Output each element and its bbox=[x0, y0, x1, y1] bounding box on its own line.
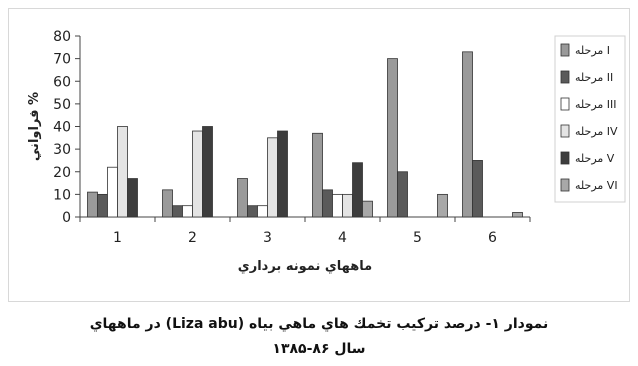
bar bbox=[462, 51, 473, 218]
legend: مرحله I مرحله II مرحله III مرحله IV مرحله V م… bbox=[554, 35, 626, 203]
y-tick-label: 10 bbox=[53, 187, 71, 203]
bar bbox=[277, 130, 288, 218]
bar bbox=[512, 212, 523, 218]
bar bbox=[267, 137, 278, 218]
bar bbox=[107, 166, 118, 218]
x-tick-label: 2 bbox=[188, 230, 197, 246]
x-tick-label: 5 bbox=[413, 230, 422, 246]
bar bbox=[437, 193, 448, 218]
caption-line-2: سال ۸۶-۱۳۸۵ bbox=[272, 341, 366, 357]
legend-label: مرحله V bbox=[575, 152, 615, 165]
bar bbox=[352, 162, 363, 218]
legend-label: مرحله III bbox=[575, 98, 617, 111]
bar bbox=[247, 205, 258, 218]
bar bbox=[312, 132, 323, 218]
legend-label: مرحله VI bbox=[575, 179, 618, 192]
legend-label: مرحله IV bbox=[575, 125, 618, 138]
y-tick-label: 40 bbox=[53, 120, 71, 136]
y-tick-label: 80 bbox=[53, 29, 71, 45]
bar bbox=[87, 191, 98, 218]
bar bbox=[172, 205, 183, 218]
x-tick-label: 1 bbox=[113, 230, 122, 246]
legend-swatch bbox=[560, 124, 570, 138]
legend-swatch bbox=[560, 151, 570, 165]
x-tick-label: 6 bbox=[488, 230, 497, 246]
bar bbox=[162, 189, 173, 218]
bar bbox=[342, 193, 353, 218]
y-tick-label: 0 bbox=[62, 210, 71, 226]
legend-box bbox=[554, 35, 626, 203]
y-tick-label: 70 bbox=[53, 52, 71, 68]
legend-swatch bbox=[560, 178, 570, 192]
y-tick-label: 50 bbox=[53, 97, 71, 113]
bar bbox=[202, 126, 213, 218]
x-tick-label: 3 bbox=[263, 230, 272, 246]
bar bbox=[257, 205, 268, 218]
x-axis-label: ماههاي نمونه برداري bbox=[238, 259, 372, 274]
y-tick-label: 30 bbox=[53, 142, 71, 158]
y-axis-label: فراواني % bbox=[27, 92, 42, 161]
legend-label: مرحله II bbox=[575, 71, 613, 84]
legend-swatch bbox=[560, 43, 570, 57]
y-tick-label: 60 bbox=[53, 74, 71, 90]
bar bbox=[127, 178, 138, 218]
bar bbox=[182, 205, 193, 218]
bar bbox=[237, 178, 248, 218]
bar bbox=[397, 171, 408, 218]
bar bbox=[117, 126, 128, 218]
axes: 0 10 20 30 40 50 60 70 80 1 2 3 4 5 6 ماههاي نمونه بردا… bbox=[27, 29, 531, 274]
legend-swatch bbox=[560, 70, 570, 84]
bar bbox=[362, 200, 373, 218]
legend-swatch bbox=[560, 97, 570, 111]
legend-label: مرحله I bbox=[575, 44, 610, 57]
bar bbox=[97, 193, 108, 218]
chart-frame bbox=[8, 8, 630, 302]
bar bbox=[332, 193, 343, 218]
bar bbox=[322, 189, 333, 218]
x-tick-label: 4 bbox=[338, 230, 347, 246]
bar bbox=[472, 160, 483, 218]
bar bbox=[192, 130, 203, 218]
caption-line-1: نمودار ۱- درصد تركيب تخمك هاي ماهي بياه … bbox=[89, 316, 549, 332]
bars bbox=[87, 51, 523, 218]
y-tick-label: 20 bbox=[53, 165, 71, 181]
bar bbox=[387, 58, 398, 218]
